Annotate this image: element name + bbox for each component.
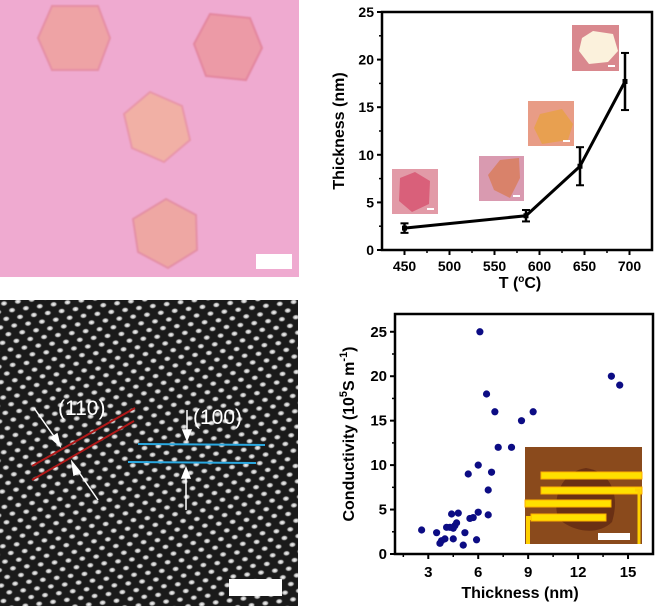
- data-point: [452, 519, 461, 527]
- y-tick-label: 20: [358, 52, 374, 68]
- conductivity-vs-thickness-chart: 3 6 9 12 15 0 5 10 15 20 25 Conductivity (105S m-1…: [338, 312, 655, 602]
- data-point: [484, 486, 492, 494]
- x-tick-label: 6: [474, 564, 482, 581]
- x-tick-label: 550: [483, 258, 507, 274]
- y-tick-label: 20: [370, 368, 387, 385]
- x-tick-label: 500: [438, 258, 462, 274]
- y-tick-label: 25: [370, 324, 387, 341]
- flake-shape: [534, 109, 573, 144]
- y-tick-label: 0: [366, 242, 374, 258]
- data-point: [523, 213, 529, 219]
- optical-image-panel: [0, 0, 299, 277]
- arrowhead-icon: [70, 459, 82, 477]
- data-point: [507, 443, 516, 451]
- data-point: [418, 526, 426, 534]
- data-point: [459, 541, 467, 549]
- data-point: [402, 225, 407, 231]
- flake-inset-image: [572, 25, 619, 71]
- lattice-image-panel: (110) (100): [0, 300, 298, 606]
- data-point: [622, 78, 628, 84]
- x-tick-label: 15: [620, 564, 637, 581]
- scale-bar: [256, 254, 292, 269]
- y-tick-label: 10: [370, 457, 387, 474]
- data-point: [441, 535, 449, 543]
- flake-inset-image: [479, 156, 524, 201]
- y-tick-label: 5: [366, 194, 374, 210]
- plot-frame: [393, 312, 655, 556]
- thickness-vs-temperature-chart: 450 500 550 600 650 700 0 5 10 15 20 25 Thickness (…: [331, 4, 654, 292]
- flake-shape: [399, 172, 430, 212]
- y-tick-label: 25: [358, 4, 374, 20]
- plane-110-line-2: [31, 420, 135, 481]
- plane-100-line-2: [127, 461, 257, 464]
- y-tick-label: 15: [370, 413, 387, 430]
- flake-shape: [488, 158, 520, 198]
- data-point: [484, 511, 492, 519]
- data-point: [469, 513, 477, 522]
- data-point: [449, 535, 457, 543]
- plane-100-line-1: [137, 443, 266, 446]
- data-point: [474, 461, 482, 469]
- label-100: (100): [193, 406, 242, 429]
- label-110: (110): [58, 397, 105, 420]
- scale-bar: [598, 533, 630, 540]
- arrowhead-icon: [49, 432, 62, 449]
- data-point: [474, 508, 482, 516]
- y-tick-label: 0: [379, 546, 387, 563]
- data-point: [476, 328, 484, 336]
- x-tick-label: 9: [524, 564, 532, 581]
- plane-110-line-1: [31, 407, 136, 467]
- scale-bar: [427, 208, 434, 210]
- flake-1: [36, 5, 112, 71]
- data-point: [487, 468, 496, 476]
- data-point: [482, 390, 491, 398]
- y-tick-label: 10: [358, 147, 374, 163]
- flake-4: [131, 197, 199, 270]
- hexagon-flakes: [36, 5, 264, 270]
- arrowhead-icon: [180, 465, 192, 479]
- x-axis-label: T (oC): [499, 274, 542, 292]
- data-point: [517, 417, 526, 425]
- scale-bar: [229, 579, 282, 596]
- data-point: [607, 372, 615, 380]
- x-tick-label: 700: [618, 258, 642, 274]
- data-point: [491, 408, 499, 416]
- y-tick-label: 15: [358, 99, 374, 115]
- y-axis-label: Conductivity (105S m-1): [338, 346, 358, 521]
- data-point: [494, 443, 502, 451]
- x-tick-label: 12: [570, 564, 587, 581]
- y-tick-label: 5: [379, 502, 387, 519]
- scale-bar: [513, 195, 520, 197]
- data-point: [616, 381, 624, 389]
- arrowhead-icon: [181, 429, 193, 443]
- flake-shape: [579, 31, 618, 64]
- scale-bar: [563, 140, 570, 142]
- data-point: [454, 509, 462, 517]
- flake-3: [122, 90, 192, 164]
- x-tick-label: 650: [573, 258, 597, 274]
- flake-2: [192, 12, 264, 82]
- y-axis-label: Thickness (nm): [331, 72, 348, 189]
- data-point: [447, 510, 456, 518]
- flake-inset-image: [392, 169, 438, 214]
- data-point: [472, 536, 481, 544]
- x-tick-label: 3: [424, 564, 432, 581]
- x-tick-label: 450: [393, 258, 417, 274]
- data-point: [529, 408, 537, 416]
- flake-inset-image: [528, 101, 574, 146]
- series-line: [404, 80, 627, 230]
- data-point: [464, 470, 472, 478]
- x-axis-label: Thickness (nm): [461, 585, 578, 602]
- x-tick-label: 600: [528, 258, 552, 274]
- device-inset-image: [524, 447, 643, 544]
- data-point: [433, 529, 441, 537]
- arrow-110-lower: [75, 467, 99, 501]
- data-point: [461, 529, 469, 537]
- atomic-lattice: (110) (100): [0, 300, 298, 606]
- data-point: [577, 163, 583, 169]
- scale-bar: [608, 65, 615, 67]
